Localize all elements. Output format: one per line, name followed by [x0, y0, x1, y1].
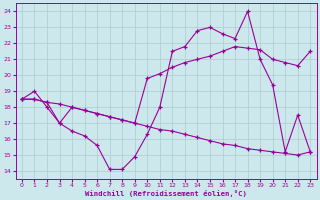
X-axis label: Windchill (Refroidissement éolien,°C): Windchill (Refroidissement éolien,°C) [85, 190, 247, 197]
